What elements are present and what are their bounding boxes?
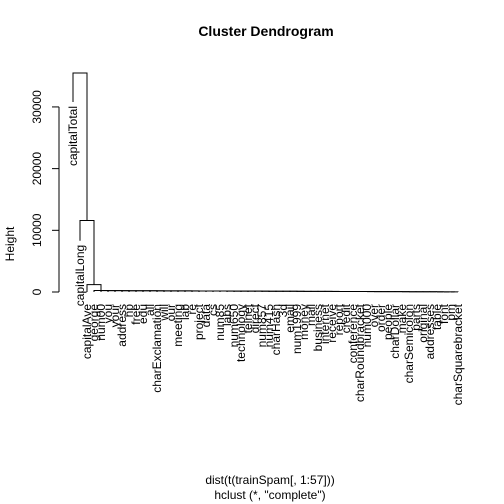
leaf-label: charExclamation — [150, 304, 164, 393]
leaf-label: telnet — [241, 303, 255, 333]
leaf-label: data — [199, 304, 213, 328]
leaf-label: capitalAve — [80, 304, 94, 359]
leaf-label: mail — [304, 304, 318, 326]
leaf-label: internet — [318, 303, 332, 344]
leaf-label: charDollar — [388, 304, 402, 359]
leaf-label: pm — [444, 304, 458, 321]
leaf-label: all — [143, 304, 157, 316]
leaf-label: will — [157, 304, 171, 322]
leaf-label: num000 — [360, 304, 374, 348]
leaf-label: make — [395, 304, 409, 334]
leaf-label: capitalTotal — [66, 106, 80, 166]
leaf-label: labs — [220, 304, 234, 326]
leaf-label: direct — [248, 303, 262, 333]
y-tick-label: 10000 — [30, 213, 44, 247]
leaf-label: email — [283, 304, 297, 333]
dendrogram-tree — [72, 72, 459, 293]
leaf-labels: capitalTotalcapitalLongcapitalAvegeorgen… — [66, 106, 465, 405]
leaf-label: charHash — [269, 304, 283, 355]
leaf-label: charRoundbracket — [353, 303, 367, 402]
leaf-label: num857 — [255, 304, 269, 348]
leaf-label: num415 — [262, 304, 276, 348]
leaf-label: original — [416, 304, 430, 343]
leaf-label: 3d — [276, 304, 290, 317]
leaf-label: font — [437, 303, 451, 324]
leaf-label: address — [115, 304, 129, 347]
leaf-label: num00 — [94, 304, 108, 341]
leaf-label: capitalLong — [73, 245, 87, 306]
y-tick-label: 30000 — [30, 90, 44, 124]
x-axis-label: dist(t(trainSpam[, 1:57])) — [205, 473, 334, 487]
leaf-label: meeting — [171, 304, 185, 347]
leaf-label: charSemicolon — [402, 304, 416, 383]
leaf-label: edu — [136, 304, 150, 324]
leaf-label: receive — [325, 304, 339, 343]
leaf-label: cs — [206, 304, 220, 316]
leaf-label: project — [192, 303, 206, 340]
leaf-label: over — [367, 304, 381, 327]
leaf-label: num1999 — [290, 304, 304, 354]
leaf-label: credit — [339, 303, 353, 333]
leaf-label: table — [430, 304, 444, 330]
method-label: hclust (*, "complete") — [214, 488, 325, 502]
leaf-label: you — [101, 304, 115, 323]
leaf-label: report — [332, 303, 346, 335]
dendrogram-link — [93, 289, 109, 292]
leaf-label: your — [108, 304, 122, 327]
leaf-label: lab — [178, 304, 192, 320]
y-axis-label: Height — [3, 226, 17, 261]
leaf-label: re — [185, 304, 199, 315]
y-tick-label: 0 — [30, 288, 44, 295]
leaf-label: free — [129, 304, 143, 325]
leaf-label: conference — [346, 304, 360, 364]
y-tick-label: 20000 — [30, 152, 44, 186]
leaf-label: parts — [409, 304, 423, 331]
dendrogram-link — [72, 72, 88, 221]
leaf-label: addresses — [423, 304, 437, 359]
leaf-label: business — [311, 304, 325, 351]
leaf-label: george — [87, 304, 101, 342]
leaf-label: our — [164, 304, 178, 321]
leaf-label: people — [381, 304, 395, 340]
leaf-label: num85 — [213, 304, 227, 341]
leaf-label: num650 — [227, 304, 241, 348]
leaf-label: order — [374, 304, 388, 332]
y-axis: 0 10000 20000 30000 — [30, 90, 60, 295]
leaf-label: money — [297, 304, 311, 340]
leaf-label: charSquarebracket — [451, 303, 465, 405]
chart-title: Cluster Dendrogram — [198, 23, 333, 39]
leaf-label: technology — [234, 304, 248, 362]
leaf-label: hp — [122, 304, 136, 318]
